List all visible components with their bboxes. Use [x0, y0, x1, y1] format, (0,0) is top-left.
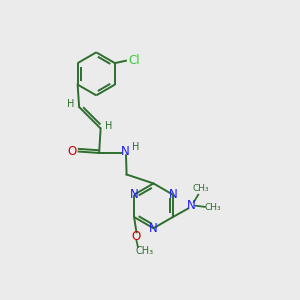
Text: H: H [105, 121, 113, 130]
Text: CH₃: CH₃ [205, 203, 221, 212]
Text: CH₃: CH₃ [193, 184, 210, 193]
Text: H: H [67, 99, 74, 109]
Text: N: N [149, 222, 158, 235]
Text: CH₃: CH₃ [136, 246, 154, 256]
Text: N: N [130, 188, 139, 201]
Text: H: H [132, 142, 139, 152]
Text: N: N [120, 145, 129, 158]
Text: N: N [169, 188, 177, 201]
Text: Cl: Cl [128, 54, 140, 67]
Text: O: O [132, 230, 141, 243]
Text: O: O [68, 145, 77, 158]
Text: N: N [187, 199, 196, 212]
